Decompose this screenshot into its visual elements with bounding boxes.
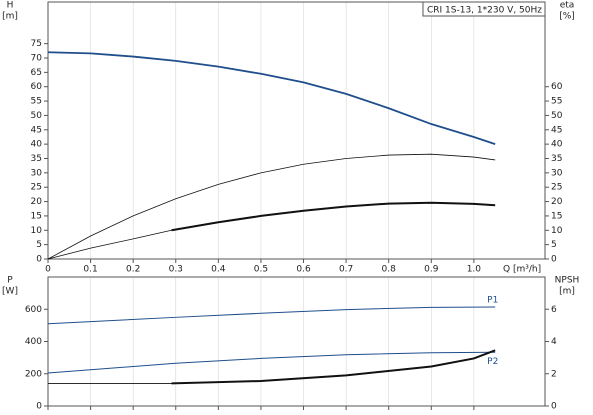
y-axis-label: H — [7, 1, 14, 11]
y2-tick-label: 30 — [551, 168, 563, 178]
y-axis-label: P — [7, 276, 13, 286]
y2-tick-label: 0 — [551, 402, 557, 412]
y2-tick-label: 5 — [551, 240, 557, 250]
y-tick-label: 45 — [31, 125, 42, 135]
curve — [171, 201, 496, 232]
x-tick-label: 0.7 — [339, 265, 353, 275]
y2-tick-label: 60 — [551, 82, 563, 92]
y2-axis-unit: [m] — [559, 287, 575, 297]
y-tick-label: 0 — [36, 255, 42, 265]
y-tick-label: 10 — [31, 226, 43, 236]
x-tick-label: 0.9 — [424, 265, 439, 275]
curve — [47, 153, 496, 260]
y-tick-label: 20 — [31, 197, 43, 207]
y2-tick-label: 35 — [551, 154, 562, 164]
y2-tick-label: 55 — [551, 97, 562, 107]
curve — [171, 349, 496, 385]
y2-tick-label: 25 — [551, 183, 562, 193]
y-tick-label: 65 — [31, 68, 42, 78]
y-tick-label: 35 — [31, 154, 42, 164]
curve — [47, 229, 172, 260]
curve — [47, 351, 496, 374]
x-tick-label: 0.4 — [211, 265, 226, 275]
x-tick-label: 0.8 — [382, 265, 397, 275]
y-tick-label: 70 — [31, 53, 43, 63]
x-tick-label: 0.3 — [169, 265, 183, 275]
y2-tick-label: 15 — [551, 211, 562, 221]
title-box — [422, 1, 546, 17]
y-tick-label: 50 — [31, 111, 43, 121]
x-tick-label: 1.0 — [467, 265, 482, 275]
curve — [47, 306, 496, 325]
y-tick-label: 30 — [31, 168, 43, 178]
y2-tick-label: 10 — [551, 226, 563, 236]
y-tick-label: 15 — [31, 211, 42, 221]
y2-tick-label: 20 — [551, 197, 563, 207]
y2-tick-label: 0 — [551, 255, 557, 265]
y-tick-label: 25 — [31, 183, 42, 193]
y-tick-label: 5 — [36, 240, 42, 250]
curve-label: P2 — [487, 357, 498, 367]
y-tick-label: 200 — [25, 369, 42, 379]
y2-axis-unit: [%] — [559, 12, 575, 22]
x-tick-label: 0.6 — [296, 265, 311, 275]
x-tick-label: 0.2 — [126, 265, 140, 275]
x-tick-label: 0 — [45, 265, 51, 275]
y-tick-label: 40 — [31, 140, 43, 150]
y-tick-label: 60 — [31, 82, 43, 92]
y2-tick-label: 40 — [551, 140, 563, 150]
x-axis-label: Q [m³/h] — [503, 265, 541, 275]
y2-axis-label: NPSH — [555, 276, 580, 286]
y2-tick-label: 4 — [551, 337, 557, 347]
curve — [47, 51, 496, 145]
x-tick-label: 0.1 — [83, 265, 97, 275]
y-tick-label: 400 — [25, 337, 42, 347]
y-axis-unit: [W] — [2, 287, 18, 297]
chart-title: CRI 1S-13, 1*230 V, 50Hz — [427, 6, 542, 16]
y-tick-label: 55 — [31, 97, 42, 107]
y-tick-label: 600 — [25, 305, 42, 315]
curve-label: P1 — [487, 295, 498, 305]
y2-tick-label: 50 — [551, 111, 563, 121]
y-tick-label: 75 — [31, 39, 42, 49]
plot-frame — [47, 1, 546, 260]
x-tick-label: 0.5 — [254, 265, 268, 275]
y2-tick-label: 6 — [551, 305, 557, 315]
y-axis-unit: [m] — [2, 12, 18, 22]
y2-tick-label: 45 — [551, 125, 562, 135]
plot-frame — [47, 276, 546, 407]
y-tick-label: 0 — [36, 402, 42, 412]
y2-axis-label: eta — [560, 1, 575, 11]
y2-tick-label: 2 — [551, 369, 557, 379]
